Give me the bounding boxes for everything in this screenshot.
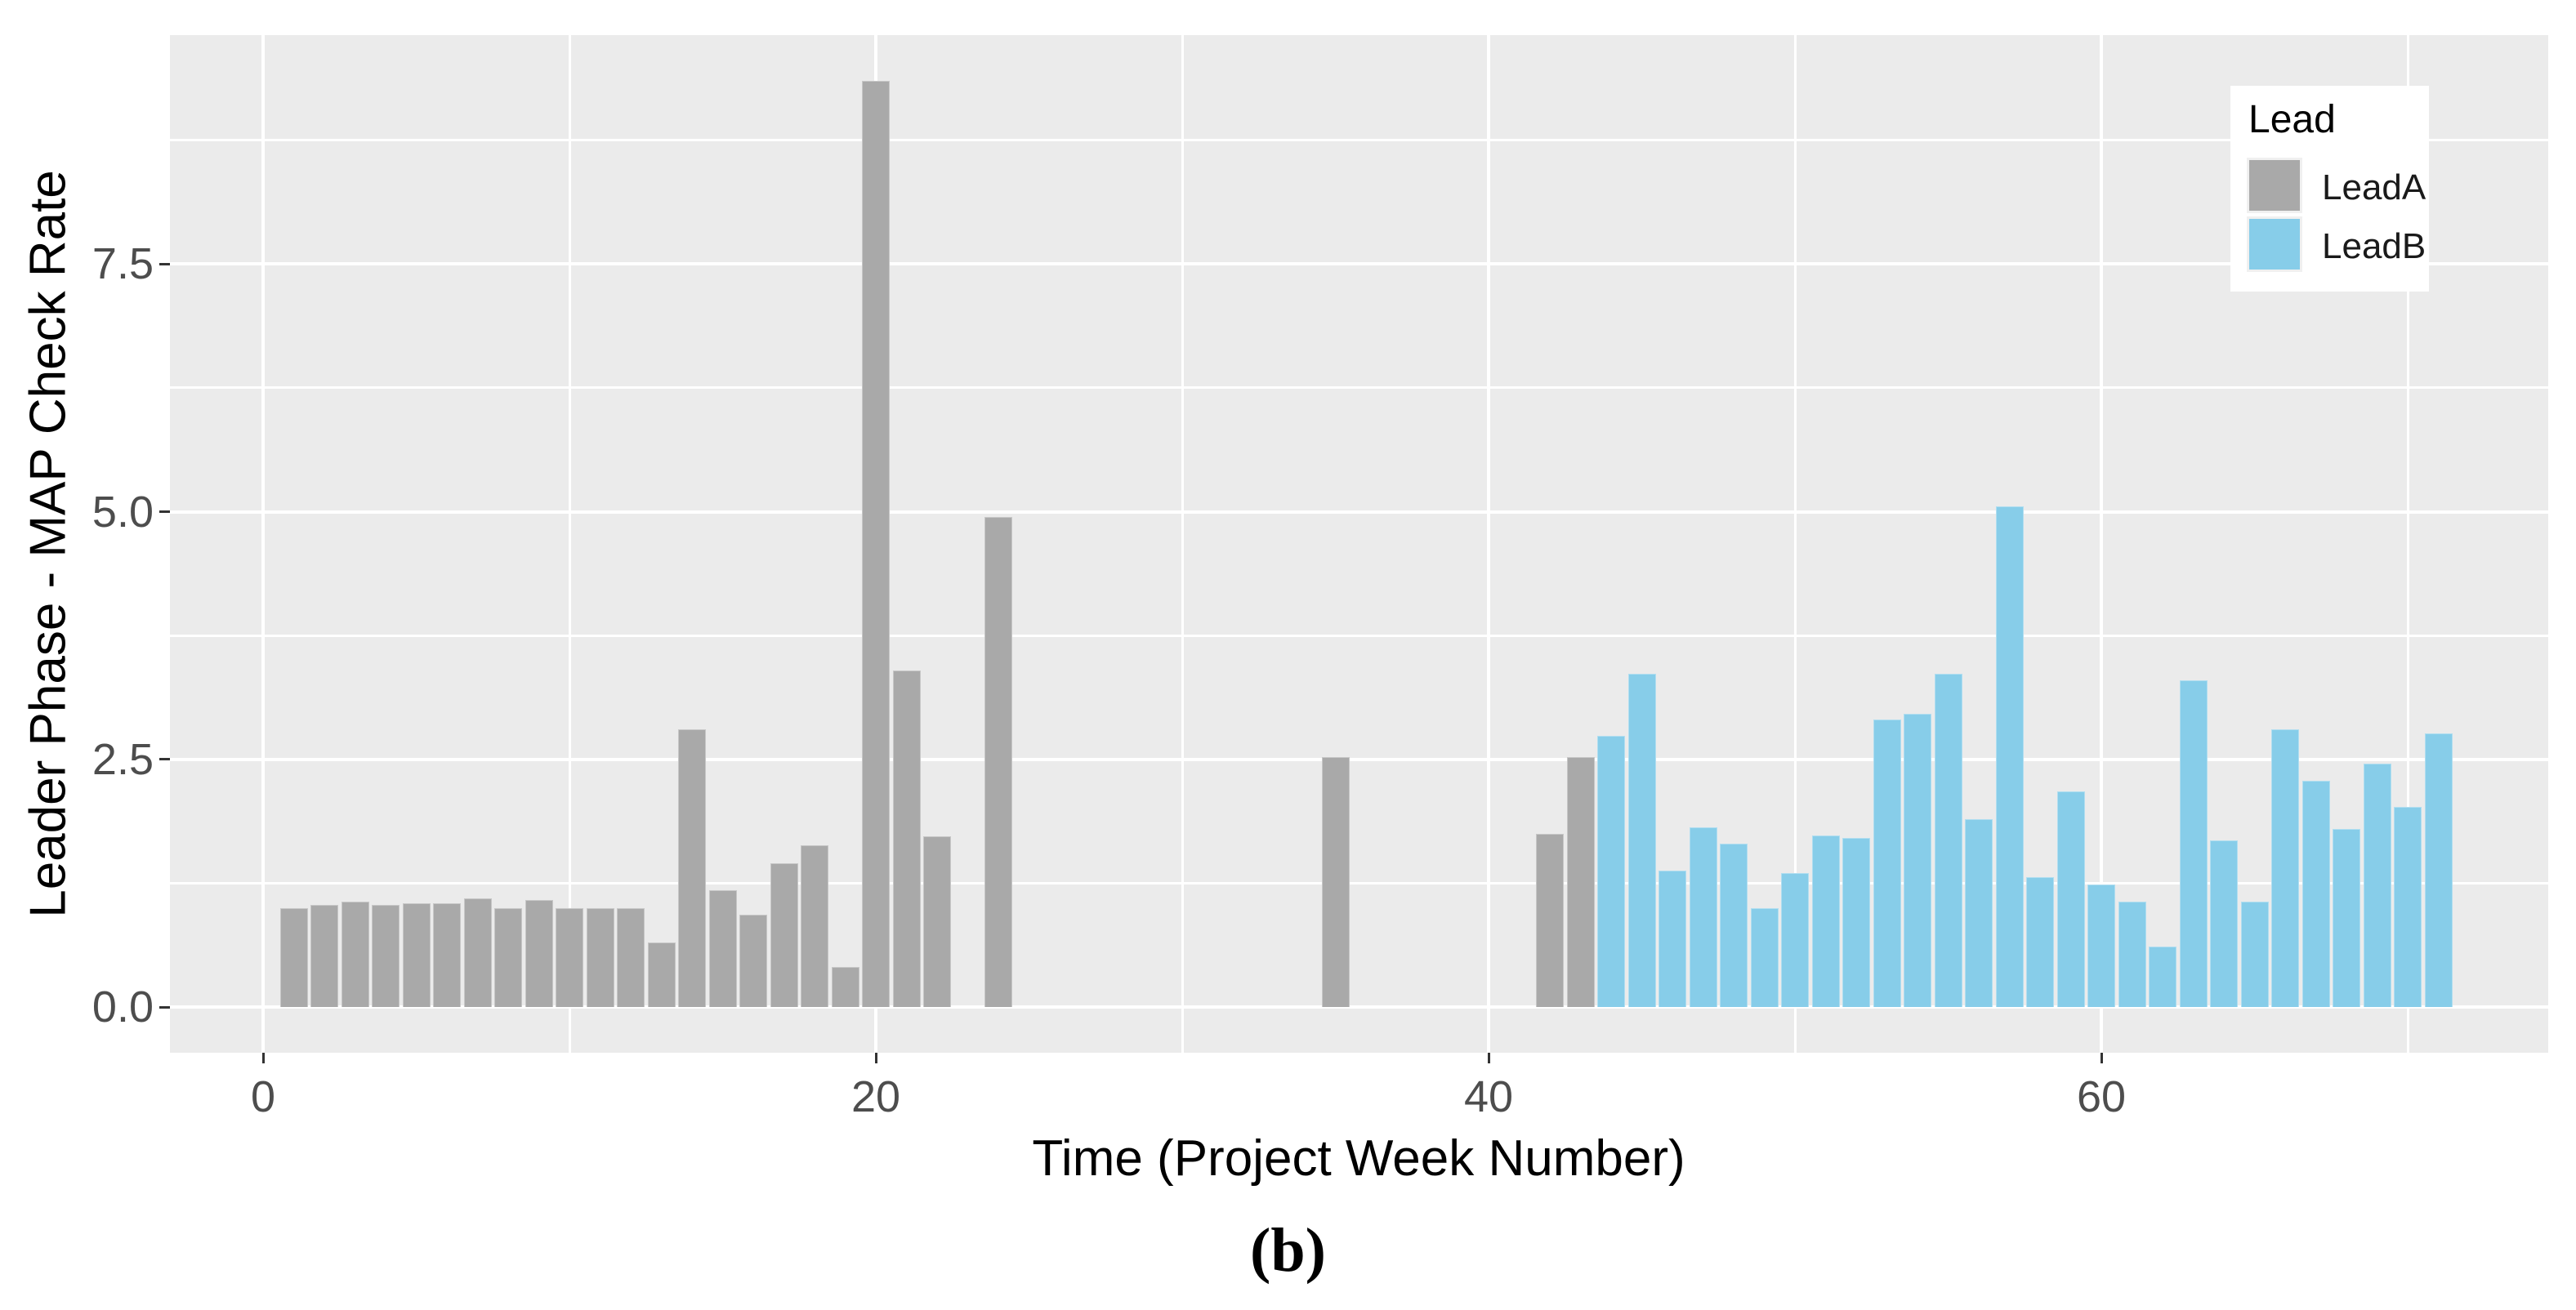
x-tick-mark — [2100, 1053, 2103, 1063]
y-minor-gridline — [170, 139, 2548, 142]
bar-leadb-week-57 — [1995, 506, 2024, 1007]
bar-leada-week-15 — [708, 889, 737, 1007]
y-axis-title: Leader Phase - MAP Check Rate — [20, 170, 77, 918]
bar-leada-week-21 — [892, 670, 921, 1007]
bar-leada-week-4 — [372, 905, 400, 1007]
legend-label-leadb: LeadB — [2322, 226, 2426, 266]
bar-leada-week-42 — [1536, 833, 1564, 1007]
y-tick-mark — [159, 758, 170, 761]
y-major-gridline — [170, 262, 2548, 266]
x-tick-mark — [1487, 1053, 1490, 1063]
legend-key-leadb — [2247, 216, 2302, 272]
bar-leada-week-12 — [617, 907, 645, 1007]
bar-leada-week-16 — [739, 915, 767, 1007]
bar-leadb-week-61 — [2118, 902, 2146, 1007]
bar-leadb-week-69 — [2363, 763, 2391, 1007]
bar-leada-week-1 — [279, 907, 308, 1007]
x-tick-mark — [874, 1053, 877, 1063]
y-major-gridline — [170, 510, 2548, 514]
x-axis-title: Time (Project Week Number) — [1032, 1130, 1685, 1187]
bar-leadb-week-54 — [1904, 713, 1931, 1007]
bar-leadb-week-45 — [1627, 674, 1656, 1007]
x-tick-label: 40 — [1463, 1072, 1514, 1121]
bar-leada-week-19 — [831, 967, 859, 1007]
figure-caption: (b) — [1250, 1216, 1326, 1285]
leada-swatch-icon — [2249, 160, 2300, 211]
bar-leadb-week-67 — [2301, 781, 2330, 1007]
bar-leadb-week-58 — [2026, 877, 2054, 1007]
bar-leada-week-3 — [341, 902, 369, 1007]
y-minor-gridline — [170, 386, 2548, 390]
bar-leadb-week-59 — [2056, 791, 2085, 1007]
x-tick-label: 0 — [250, 1072, 276, 1121]
y-tick-mark — [159, 510, 170, 513]
bar-leada-week-7 — [463, 898, 492, 1007]
bar-leadb-week-51 — [1811, 835, 1840, 1007]
bar-leadb-week-47 — [1689, 827, 1717, 1007]
x-minor-gridline — [2406, 35, 2409, 1053]
leadb-swatch-icon — [2249, 219, 2300, 270]
x-minor-gridline — [1793, 35, 1797, 1053]
bar-leadb-week-60 — [2087, 884, 2115, 1007]
bar-leadb-week-66 — [2271, 729, 2299, 1007]
bar-leadb-week-53 — [1873, 720, 1901, 1007]
bar-leada-week-8 — [494, 907, 522, 1007]
bar-leadb-week-55 — [1934, 674, 1962, 1007]
bar-leada-week-5 — [402, 902, 431, 1007]
bar-leada-week-10 — [556, 907, 583, 1007]
x-minor-gridline — [568, 35, 571, 1053]
legend-key-leada — [2247, 158, 2302, 213]
y-tick-label: 7.5 — [92, 239, 154, 289]
x-major-gridline — [261, 35, 265, 1053]
bar-leada-week-13 — [647, 942, 676, 1007]
bar-leada-week-24 — [984, 516, 1012, 1007]
bar-leada-week-35 — [1321, 757, 1350, 1007]
bar-leadb-week-50 — [1781, 873, 1809, 1007]
x-tick-label: 20 — [850, 1072, 901, 1121]
bar-leada-week-14 — [678, 729, 706, 1007]
bar-leada-week-20 — [862, 80, 890, 1007]
bar-leadb-week-44 — [1597, 735, 1625, 1007]
bar-leadb-week-68 — [2333, 828, 2360, 1007]
x-major-gridline — [1487, 35, 1490, 1053]
y-major-gridline — [170, 1005, 2548, 1009]
y-tick-label: 5.0 — [92, 487, 154, 537]
bar-leadb-week-46 — [1659, 870, 1686, 1007]
plot-panel — [170, 35, 2548, 1053]
legend-label-leada: LeadA — [2322, 167, 2426, 207]
legend-title: Lead — [2248, 98, 2336, 141]
bar-leadb-week-56 — [1965, 818, 1993, 1007]
bar-leada-week-22 — [923, 836, 951, 1007]
bar-leada-week-9 — [525, 899, 553, 1007]
bar-leadb-week-49 — [1750, 907, 1779, 1007]
bar-leada-week-17 — [770, 863, 798, 1007]
x-major-gridline — [2100, 35, 2103, 1053]
bar-leada-week-2 — [310, 905, 338, 1007]
x-minor-gridline — [1181, 35, 1184, 1053]
y-tick-mark — [159, 262, 170, 265]
legend: Lead LeadA LeadB — [2230, 86, 2429, 292]
y-minor-gridline — [170, 881, 2548, 884]
x-tick-mark — [261, 1053, 265, 1063]
y-tick-label: 0.0 — [92, 982, 154, 1032]
x-tick-label: 60 — [2076, 1072, 2127, 1121]
bar-leadb-week-63 — [2179, 680, 2208, 1007]
bar-leadb-week-64 — [2210, 840, 2238, 1007]
bar-leadb-week-70 — [2394, 806, 2422, 1007]
bar-leada-week-6 — [433, 902, 461, 1007]
bar-leada-week-18 — [801, 845, 828, 1007]
bar-leadb-week-71 — [2424, 733, 2453, 1007]
y-major-gridline — [170, 757, 2548, 761]
bar-leadb-week-48 — [1720, 843, 1748, 1007]
y-tick-mark — [159, 1005, 170, 1009]
y-minor-gridline — [170, 634, 2548, 637]
bar-leadb-week-52 — [1842, 837, 1870, 1007]
bar-leada-week-43 — [1566, 757, 1595, 1007]
bar-leadb-week-65 — [2240, 902, 2269, 1007]
y-tick-label: 2.5 — [92, 734, 154, 784]
bar-leadb-week-62 — [2149, 947, 2176, 1007]
bar-leada-week-11 — [586, 907, 614, 1007]
